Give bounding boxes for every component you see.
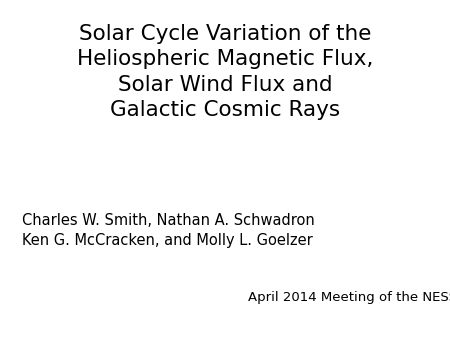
Text: April 2014 Meeting of the NESSC: April 2014 Meeting of the NESSC xyxy=(248,291,450,304)
Text: Solar Cycle Variation of the
Heliospheric Magnetic Flux,
Solar Wind Flux and
Gal: Solar Cycle Variation of the Heliospheri… xyxy=(77,24,373,120)
Text: Charles W. Smith, Nathan A. Schwadron
Ken G. McCracken, and Molly L. Goelzer: Charles W. Smith, Nathan A. Schwadron Ke… xyxy=(22,213,315,248)
